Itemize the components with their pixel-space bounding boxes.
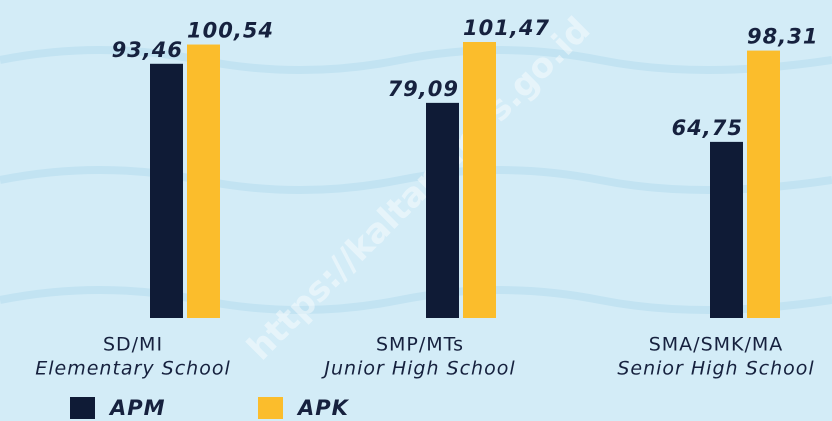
legend-label: APK: [296, 396, 350, 420]
bar: [710, 142, 743, 318]
value-label: 93,46: [112, 38, 183, 62]
category-subtitle: Senior High School: [617, 358, 814, 380]
category-subtitle: Elementary School: [35, 358, 230, 380]
value-label: 101,47: [463, 16, 550, 40]
bar: [150, 64, 183, 318]
legend-label: APM: [108, 396, 166, 420]
bar: [463, 42, 496, 318]
bar: [426, 103, 459, 318]
value-label: 64,75: [672, 116, 743, 140]
category-label: SMP/MTs: [376, 334, 464, 356]
legend-swatch: [70, 397, 95, 419]
category-subtitle: Junior High School: [320, 358, 515, 380]
chart: https://kaltara.bps.go.id 93,46100,54SD/…: [0, 0, 832, 421]
value-label: 100,54: [187, 19, 274, 43]
bar: [187, 45, 220, 318]
legend-swatch: [258, 397, 283, 419]
category-label: SD/MI: [103, 334, 163, 356]
bar: [747, 51, 780, 318]
category-label: SMA/SMK/MA: [649, 334, 784, 356]
value-label: 98,31: [747, 25, 818, 49]
value-label: 79,09: [388, 77, 459, 101]
